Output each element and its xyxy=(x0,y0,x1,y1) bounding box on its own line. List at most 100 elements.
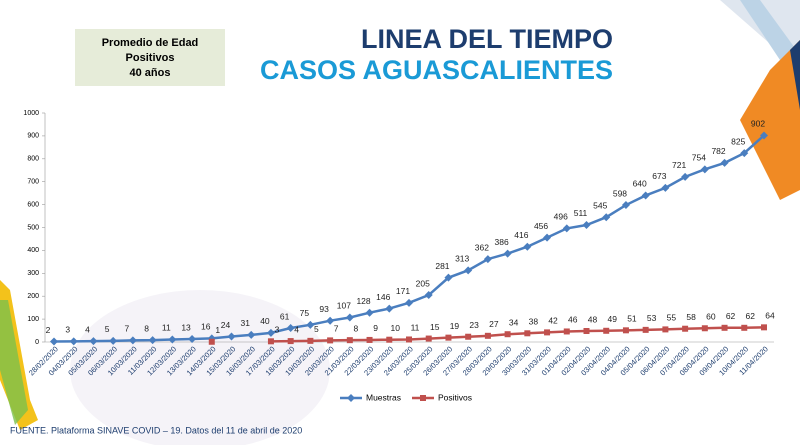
decoration xyxy=(70,290,330,445)
y-tick-label: 100 xyxy=(27,316,39,323)
point xyxy=(464,266,473,275)
point xyxy=(366,336,373,343)
data-label: 902 xyxy=(751,119,765,129)
point xyxy=(682,325,689,332)
data-label: 3 xyxy=(275,325,280,335)
data-label: 93 xyxy=(319,304,329,314)
data-label: 545 xyxy=(593,200,607,210)
data-label: 23 xyxy=(469,320,479,330)
point xyxy=(720,158,729,167)
point xyxy=(148,336,157,345)
point xyxy=(445,334,452,341)
data-label: 1 xyxy=(215,325,220,335)
data-label: 5 xyxy=(105,324,110,334)
point xyxy=(483,255,492,264)
point xyxy=(465,333,472,340)
legend-marker xyxy=(420,395,426,401)
data-label: 511 xyxy=(574,208,588,218)
point xyxy=(444,273,453,282)
decoration xyxy=(740,40,800,200)
data-label: 51 xyxy=(627,314,637,324)
data-label: 754 xyxy=(692,153,706,163)
point xyxy=(405,298,413,307)
point xyxy=(484,332,491,339)
data-label: 2 xyxy=(46,325,51,335)
point xyxy=(424,291,433,300)
data-label: 55 xyxy=(667,313,677,323)
data-label: 673 xyxy=(652,171,666,181)
data-label: 38 xyxy=(529,317,539,327)
info-line: 40 años xyxy=(130,67,171,79)
data-label: 313 xyxy=(455,254,469,264)
data-label: 58 xyxy=(686,312,696,322)
data-label: 15 xyxy=(430,322,440,332)
decoration xyxy=(790,40,800,110)
point xyxy=(227,332,236,341)
point xyxy=(641,191,650,200)
point xyxy=(128,336,137,345)
point xyxy=(267,338,274,345)
data-label: 16 xyxy=(201,322,211,332)
data-label: 49 xyxy=(607,314,617,324)
point xyxy=(661,183,670,192)
point xyxy=(603,327,610,334)
data-label: 46 xyxy=(568,315,578,325)
data-label: 48 xyxy=(588,314,598,324)
point xyxy=(266,328,275,337)
data-label: 721 xyxy=(672,160,686,170)
data-label: 8 xyxy=(353,323,358,333)
point xyxy=(740,149,749,158)
y-tick-label: 200 xyxy=(27,293,39,300)
point xyxy=(89,337,98,346)
point xyxy=(741,324,748,331)
y-tick-label: 800 xyxy=(27,156,39,163)
data-label: 598 xyxy=(613,188,627,198)
point xyxy=(425,335,432,342)
y-tick-label: 900 xyxy=(27,133,39,140)
point xyxy=(188,335,197,344)
legend-label: Positivos xyxy=(438,392,472,402)
data-label: 128 xyxy=(356,296,370,306)
point xyxy=(208,338,215,345)
data-label: 27 xyxy=(489,319,499,329)
data-label: 64 xyxy=(765,311,775,321)
data-label: 456 xyxy=(534,221,548,231)
data-label: 386 xyxy=(495,237,509,247)
point xyxy=(701,325,708,332)
point xyxy=(109,336,118,345)
data-label: 362 xyxy=(475,242,489,252)
point xyxy=(287,338,294,345)
data-label: 782 xyxy=(711,146,725,156)
data-label: 107 xyxy=(337,301,351,311)
data-label: 40 xyxy=(260,316,270,326)
series-line xyxy=(270,326,765,343)
point xyxy=(247,330,256,339)
point xyxy=(583,328,590,335)
data-label: 42 xyxy=(548,316,558,326)
y-tick-label: 1000 xyxy=(23,110,39,117)
data-label: 205 xyxy=(416,278,430,288)
y-tick-label: 600 xyxy=(27,201,39,208)
point xyxy=(562,224,571,233)
point xyxy=(286,324,295,333)
data-label: 10 xyxy=(391,323,401,333)
data-label: 416 xyxy=(514,230,528,240)
info-line: Positivos xyxy=(126,52,175,64)
data-label: 31 xyxy=(240,318,250,328)
y-tick-label: 0 xyxy=(35,339,39,346)
data-label: 19 xyxy=(450,321,460,331)
chart-subtitle: CASOS AGUASCALIENTES xyxy=(260,55,613,85)
point xyxy=(326,316,335,325)
data-label: 53 xyxy=(647,313,657,323)
data-label: 4 xyxy=(85,324,90,334)
point xyxy=(544,329,551,336)
decoration xyxy=(0,300,28,425)
data-label: 8 xyxy=(144,323,149,333)
data-label: 4 xyxy=(294,324,299,334)
info-line: Promedio de Edad xyxy=(102,37,199,49)
point xyxy=(621,201,630,210)
data-label: 9 xyxy=(373,323,378,333)
data-label: 7 xyxy=(125,324,130,334)
point xyxy=(582,220,591,229)
